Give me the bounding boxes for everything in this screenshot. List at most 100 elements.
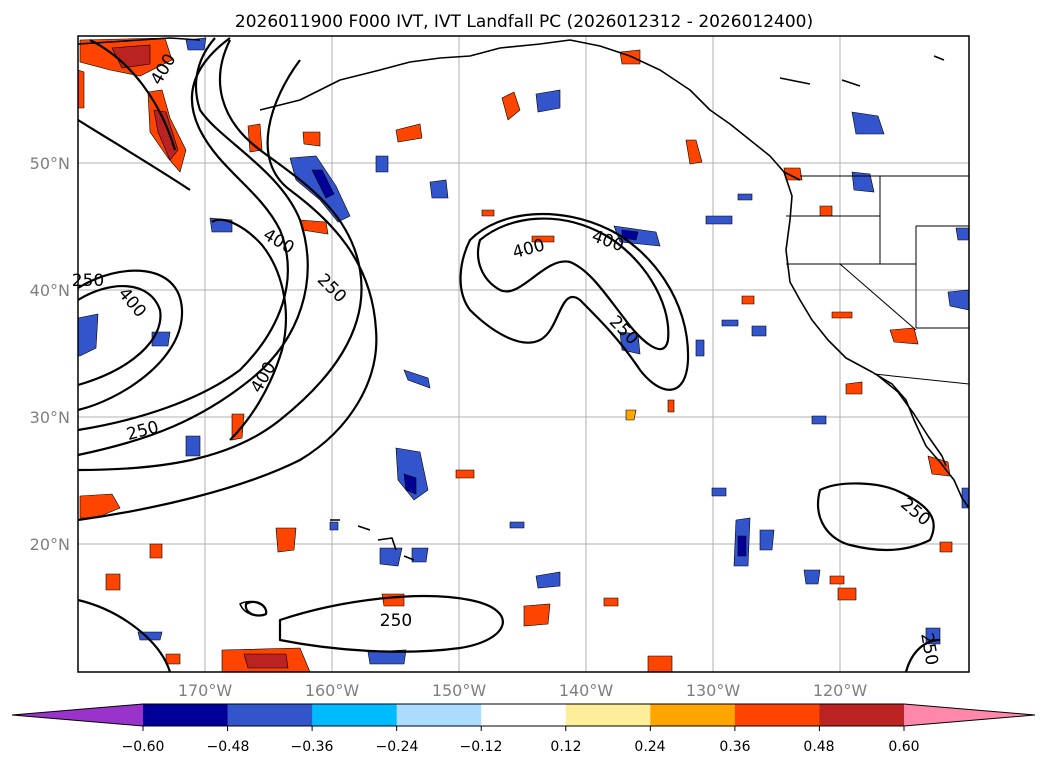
- positive-anomaly: [831, 311, 853, 319]
- colorbar-tick-label: 0.12: [550, 739, 581, 755]
- latitude-label: 40°N: [30, 281, 70, 300]
- negative-anomaly: [535, 89, 561, 113]
- colorbar-tick-label: 0.60: [888, 739, 919, 755]
- colorbar-segment: [143, 704, 229, 726]
- positive-anomaly: [302, 131, 321, 147]
- latitude-labels: 50°N 40°N 30°N 20°N: [30, 154, 70, 554]
- colorbar-segments: [12, 704, 1035, 726]
- hawaii-islands: [330, 519, 415, 561]
- latitude-label: 20°N: [30, 535, 70, 554]
- colorbar-tick-label: 0.36: [719, 739, 750, 755]
- positive-anomaly: [819, 205, 833, 217]
- longitude-label: 130°W: [686, 681, 741, 700]
- negative-anomaly: [185, 435, 201, 457]
- latitude-label: 30°N: [30, 408, 70, 427]
- negative-anomaly: [429, 179, 449, 199]
- ivt-contour-600: [211, 218, 288, 441]
- ivt-contour-400: [476, 217, 670, 351]
- colorbar-segment: [396, 704, 482, 726]
- colorbar-extend-high: [904, 704, 1035, 726]
- ivt-contour-250: [77, 37, 309, 457]
- positive-anomaly: [247, 123, 263, 153]
- longitude-label: 160°W: [305, 681, 360, 700]
- negative-anomaly: [721, 319, 739, 327]
- negative-anomaly: [621, 229, 639, 241]
- positive-anomaly: [395, 123, 423, 143]
- positive-anomaly: [523, 603, 551, 627]
- ivt-contour-250: [904, 638, 941, 673]
- negative-anomaly: [955, 227, 970, 241]
- negative-anomaly: [311, 169, 335, 199]
- baja-coastline: [875, 373, 947, 467]
- ivt-contour-250: [278, 594, 504, 653]
- positive-anomaly: [149, 543, 163, 559]
- map-title: 2026011900 F000 IVT, IVT Landfall PC (20…: [235, 12, 813, 32]
- positive-anomaly: [619, 49, 641, 65]
- ivt-contour-250: [77, 59, 378, 522]
- positive-anomaly: [77, 69, 85, 109]
- negative-anomaly: [737, 535, 747, 557]
- longitude-label: 120°W: [813, 681, 868, 700]
- map-background: [78, 36, 969, 672]
- negative-anomaly: [751, 325, 767, 337]
- negative-anomaly: [403, 369, 431, 389]
- colorbar-segment: [312, 704, 398, 726]
- positive-anomaly: [501, 91, 521, 121]
- negative-anomaly: [509, 521, 525, 529]
- ivt-contour-250: [459, 212, 690, 391]
- positive-anomaly: [79, 493, 121, 519]
- us-mexico-border: [873, 373, 970, 385]
- negative-anomaly: [851, 171, 875, 193]
- positive-anomaly: [275, 527, 297, 553]
- positive-anomaly: [165, 653, 181, 665]
- colorbar-segment: [481, 704, 567, 726]
- positive-anomaly: [243, 653, 289, 669]
- ivt-contour-400: [77, 284, 162, 387]
- positive-anomaly: [667, 399, 675, 413]
- ivt-contour-250: [817, 482, 935, 552]
- alaska-coastline: [259, 39, 801, 181]
- island: [779, 55, 945, 87]
- colorbar-tick-labels: −0.60 −0.48 −0.36 −0.24 −0.12 0.12 0.24 …: [122, 739, 920, 755]
- negative-anomaly: [375, 155, 389, 173]
- island: [239, 600, 267, 617]
- colorbar-segment: [819, 704, 905, 726]
- negative-anomaly: [851, 111, 885, 135]
- colorbar-tick-label: −0.48: [207, 739, 250, 755]
- contour-label: 250: [380, 611, 412, 631]
- colorbar-tick-label: −0.60: [122, 739, 165, 755]
- ivt-contour-400: [77, 37, 289, 432]
- positive-anomaly: [829, 575, 845, 585]
- colorbar-tick-label: −0.36: [291, 739, 334, 755]
- graticule: [78, 36, 969, 672]
- negative-anomaly: [329, 521, 339, 531]
- negative-anomaly: [289, 155, 351, 223]
- longitude-label: 140°W: [559, 681, 614, 700]
- positive-anomaly: [685, 139, 703, 165]
- political-borders: [786, 175, 970, 385]
- colorbar-extend-low: [12, 704, 143, 726]
- positive-anomaly: [153, 109, 179, 161]
- negative-anomaly: [811, 415, 827, 425]
- ivt-contour-250: [77, 39, 363, 472]
- negative-anomaly: [711, 487, 727, 497]
- ivt-contour-400: [89, 39, 177, 151]
- positive-anomaly: [647, 655, 673, 673]
- latitude-label: 50°N: [30, 154, 70, 173]
- aleutian-islands: [77, 37, 201, 45]
- negative-anomaly: [803, 569, 821, 585]
- colorbar-segment: [565, 704, 651, 726]
- negative-anomaly: [737, 193, 753, 201]
- map-panel: 400 400 400 400 400 400 250 250 250 250 …: [72, 35, 970, 673]
- positive-anomaly: [105, 573, 121, 591]
- negative-anomaly: [535, 571, 561, 589]
- colorbar-segment: [650, 704, 736, 726]
- contour-label: 250: [72, 271, 104, 291]
- ivt-contours: [77, 37, 941, 673]
- colorbar: −0.60 −0.48 −0.36 −0.24 −0.12 0.12 0.24 …: [11, 703, 1036, 755]
- colorbar-tick-label: −0.24: [376, 739, 419, 755]
- colorbar-tick-label: −0.12: [460, 739, 503, 755]
- state-border: [839, 263, 917, 331]
- positive-anomaly: [845, 381, 863, 395]
